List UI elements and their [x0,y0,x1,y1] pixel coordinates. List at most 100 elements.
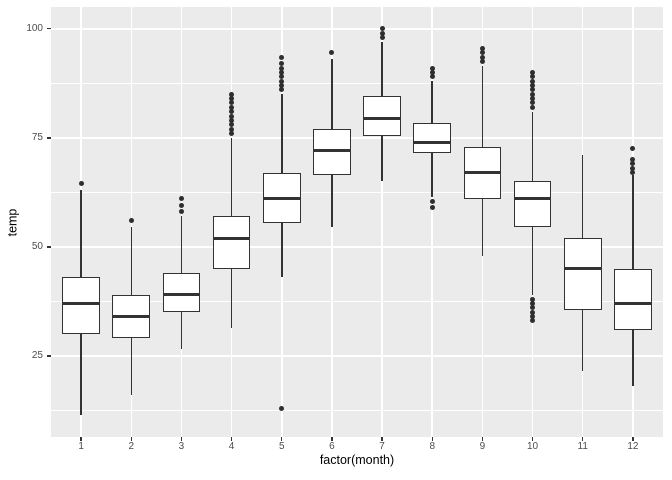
outlier-dot [479,54,485,60]
outlier-dot [479,45,485,51]
y-major-gridline [51,355,663,357]
outlier-dot [429,198,435,204]
outlier-dot [178,196,184,202]
y-major-gridline [51,137,663,139]
outlier-dot [479,59,485,64]
plot-panel [51,7,663,437]
x-tick-label: 11 [577,441,588,452]
outlier-dot [429,205,435,211]
y-major-gridline [51,28,663,30]
iqr-box [413,122,452,154]
x-tick-mark [331,437,333,441]
outlier-dot [279,87,285,93]
outlier-dot [279,54,285,60]
x-tick-label: 5 [278,441,285,452]
iqr-box [62,277,100,335]
x-tick-label: 9 [479,441,486,452]
outlier-dot [429,65,435,71]
outlier-dot [78,181,84,187]
outlier-dot [530,305,536,311]
outlier-dot [530,296,536,302]
x-tick-mark [582,437,584,441]
median-line [513,197,552,201]
outlier-dot [429,69,435,75]
y-tick-mark [47,137,51,139]
outlier-dot [279,405,285,411]
outlier-dot [279,61,285,67]
y-major-gridline [51,246,663,248]
outlier-dot [530,301,536,307]
outlier-dot [630,161,636,167]
outlier-dot [630,170,636,176]
median-line [563,267,602,271]
outlier-dot [429,74,435,80]
outlier-dot [530,104,536,110]
outlier-dot [229,91,235,97]
outlier-dot [279,78,285,84]
x-tick-label: 3 [178,441,185,452]
iqr-box [513,181,552,228]
outlier-dot [229,113,235,119]
x-tick-mark [230,437,233,441]
outlier-dot [279,82,285,88]
x-tick-label: 6 [329,441,335,452]
x-major-gridline [381,7,383,437]
x-tick-mark [632,437,634,441]
x-tick-label: 7 [379,441,385,452]
median-line [262,197,301,201]
y-tick-label: 50 [31,241,43,253]
outlier-dot [229,117,235,123]
y-tick-label: 100 [26,23,43,35]
median-line [162,293,201,297]
x-tick-label: 8 [429,441,436,452]
iqr-box [563,238,602,311]
median-line [363,116,401,120]
median-line [112,315,151,319]
outlier-dot [128,218,134,224]
outlier-dot [530,96,536,102]
outlier-dot [530,309,536,315]
median-line [463,171,502,175]
outlier-dot [530,318,536,324]
outlier-dot [530,91,536,97]
outlier-dot [530,78,536,84]
x-major-gridline [431,7,433,437]
y-tick-mark [47,246,51,248]
x-tick-mark [281,437,283,441]
y-minor-gridline [51,82,663,84]
outlier-dot [530,87,536,93]
x-tick-label: 1 [78,441,84,452]
outlier-dot [229,130,235,136]
outlier-dot [530,74,536,80]
x-tick-mark [531,437,534,441]
outlier-dot [379,30,385,36]
outlier-dot [630,157,636,163]
outlier-dot [630,146,636,152]
y-tick-mark [47,355,51,357]
y-tick-mark [47,28,51,30]
y-minor-gridline [51,409,663,411]
x-tick-label: 4 [228,441,235,452]
iqr-box [614,268,652,330]
x-tick-mark [431,437,433,441]
y-minor-gridline [51,300,663,302]
median-line [413,140,452,144]
x-axis-title: factor(month) [319,453,395,467]
iqr-box [162,273,201,313]
outlier-dot [329,50,335,56]
outlier-dot [279,69,285,75]
x-tick-label: 12 [627,441,639,452]
y-minor-gridline [51,191,663,193]
x-tick-label: 2 [128,441,135,452]
y-axis-title: temp [5,208,20,237]
outlier-dot [530,82,536,88]
x-tick-mark [130,437,132,441]
x-tick-mark [381,437,383,441]
outlier-dot [530,100,536,106]
outlier-dot [229,96,235,102]
outlier-dot [229,100,235,106]
x-tick-mark [80,437,82,441]
outlier-dot [479,50,485,56]
outlier-dot [178,202,184,208]
